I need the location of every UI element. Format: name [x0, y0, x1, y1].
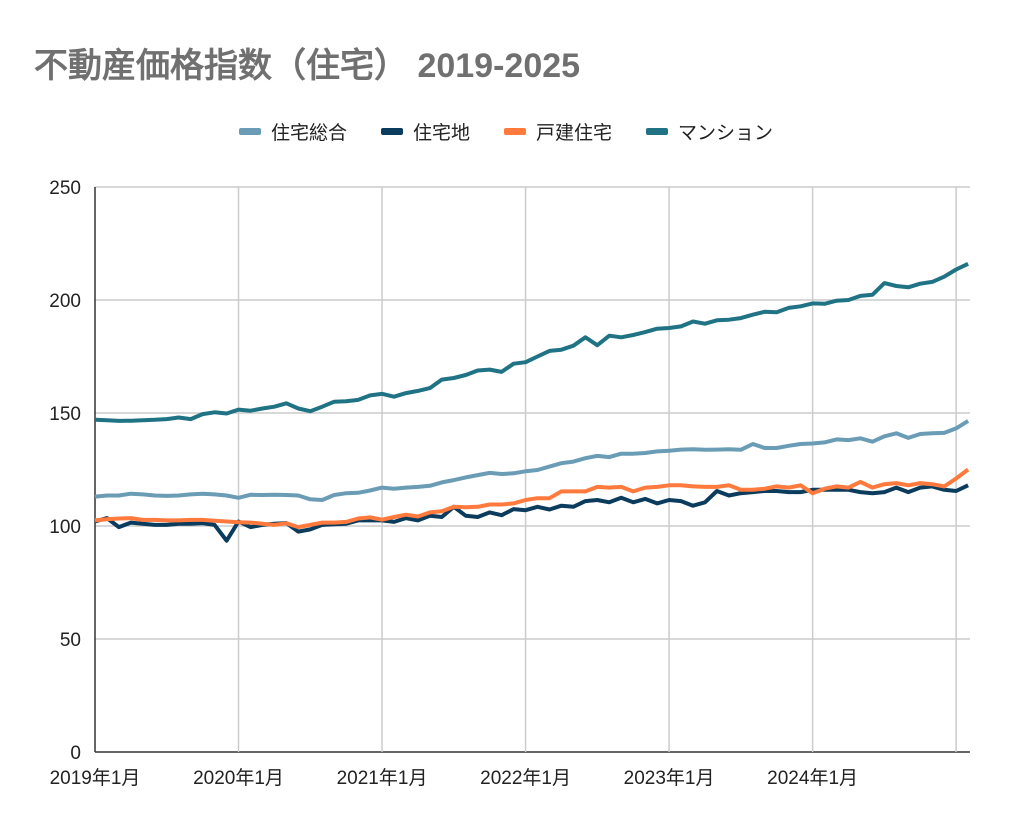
y-tick-label: 0	[70, 743, 81, 764]
series-line	[94, 261, 969, 423]
y-tick-label: 200	[49, 291, 81, 312]
y-tick-label: 100	[49, 517, 81, 538]
chart-title: 不動産価格指数（住宅） 2019-2025	[34, 47, 581, 85]
x-tick-label: 2024年1月	[767, 767, 858, 789]
legend-item: 住宅地	[380, 118, 470, 145]
legend-label: 戸建住宅	[536, 123, 613, 144]
legend-swatch	[504, 128, 526, 135]
legend-item: 戸建住宅	[504, 118, 612, 145]
legend-item: 住宅総合	[238, 118, 347, 145]
x-tick-label: 2023年1月	[624, 767, 715, 789]
legend-swatch	[646, 128, 669, 135]
series-line	[94, 467, 970, 530]
x-tick-label: 2020年1月	[193, 767, 284, 789]
legend-swatch	[238, 128, 261, 135]
legend-item: マンション	[646, 118, 773, 145]
legend-label: 住宅総合	[270, 123, 347, 144]
legend-swatch	[380, 128, 403, 135]
series-line	[94, 419, 970, 502]
legend: 住宅総合 住宅地 戸建住宅 マンション	[0, 118, 1012, 145]
y-tick-label: 50	[60, 630, 81, 651]
x-tick-label: 2022年1月	[480, 767, 571, 789]
y-tick-label: 250	[49, 178, 81, 199]
legend-label: 住宅地	[412, 123, 470, 144]
x-tick-label: 2021年1月	[337, 767, 428, 789]
legend-label: マンション	[678, 123, 774, 144]
y-tick-label: 150	[49, 404, 81, 425]
x-tick-label: 2019年1月	[50, 767, 141, 789]
